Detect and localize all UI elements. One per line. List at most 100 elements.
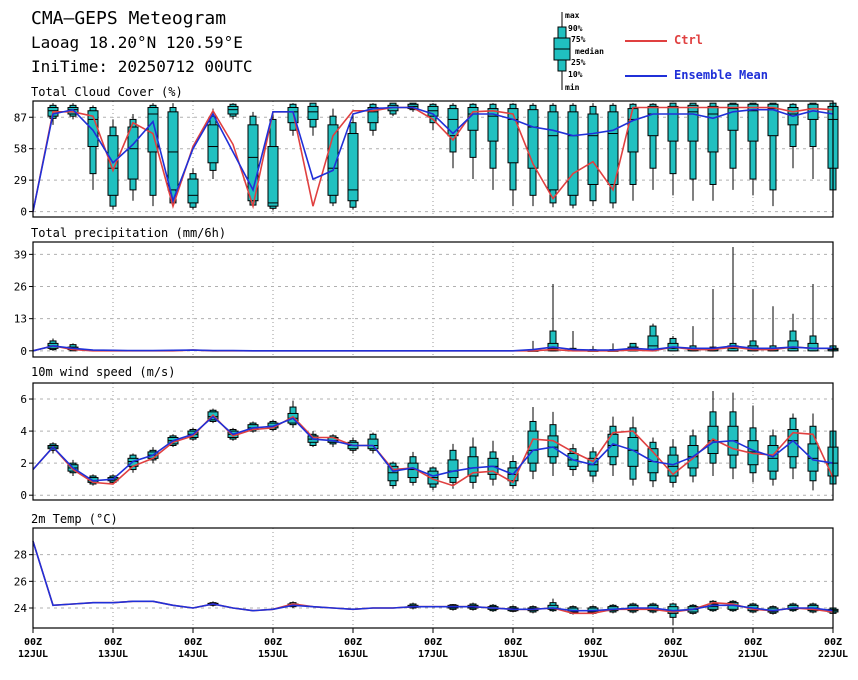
cloud-ytick-label: 87 [14,111,27,124]
legend-label-median: median [575,47,604,56]
legend-ctrl-label: Ctrl [674,33,703,47]
x-tick-label-date: 14JUL [178,649,208,660]
wind-mean-line [32,415,834,482]
wind-ytick-label: 0 [20,489,27,502]
cloud-box [407,102,419,112]
legend-label-min: min [565,83,580,92]
wind-box [607,416,619,476]
cloud-box [207,108,219,180]
wind-box [787,413,799,480]
legend-mean-line [625,75,667,77]
cloud-ytick-label: 58 [14,143,27,156]
cloud-box [587,103,599,207]
x-tick-label-date: 15JUL [258,649,288,660]
legend-label-p75: 75% [571,35,586,44]
x-tick-label-hour: 00Z [584,637,602,648]
wind-box [807,413,819,491]
precip-box [647,323,659,352]
cloud-box [507,103,519,207]
cloud-box [107,119,119,210]
cloud-box [487,103,499,190]
x-tick-label-hour: 00Z [744,637,762,648]
precip-mean-line [32,345,833,352]
x-tick-label-hour: 00Z [664,637,682,648]
precip-box [567,331,579,352]
cloud-box [607,103,619,209]
precip-box [767,306,779,352]
x-tick-label-hour: 00Z [264,637,282,648]
precip-ytick-label: 39 [14,248,27,261]
cloud-box [547,103,559,208]
cloud-ctrl-line [32,106,834,212]
precip-frame [32,241,834,358]
precip-box [687,326,699,352]
wind-box [487,440,499,486]
x-tick-label-date: 12JUL [18,649,48,660]
legend-mean-label: Ensemble Mean [674,68,768,82]
cloud-mean-line [32,106,834,212]
temp-ytick-label: 26 [14,575,27,588]
x-tick-label-date: 19JUL [578,649,608,660]
x-tick-label-hour: 00Z [344,637,362,648]
cloud-box [767,102,779,207]
cloud-box [727,102,739,190]
temp-ytick-label: 28 [14,549,27,562]
x-tick-label-date: 16JUL [338,649,368,660]
precip-box [547,284,559,352]
cloud-box [367,103,379,136]
x-tick-label-date: 21JUL [738,649,768,660]
cloud-box [807,102,819,180]
legend-box-glyph [553,12,571,90]
precip-ytick-label: 13 [14,313,27,326]
wind-box [507,455,519,489]
wind-box [527,407,539,480]
wind-frame [32,382,834,501]
cloud-ytick-label: 0 [20,206,27,219]
cloud-box [267,114,279,211]
cloud-box [647,103,659,190]
wind-box [747,405,759,483]
location-label: Laoag 18.20°N 120.59°E [31,33,243,52]
precip-ytick-label: 0 [20,345,27,358]
temp-box [547,598,559,612]
x-tick-label-hour: 00Z [184,637,202,648]
cloud-box [227,103,239,120]
wind-box [727,392,739,480]
precip-panel-title: Total precipitation (mm/6h) [31,226,227,240]
x-tick-label-hour: 00Z [504,637,522,648]
precip-box [727,246,739,352]
wind-box [547,411,559,476]
cloud-box [327,108,339,207]
wind-box [467,437,479,489]
x-tick-label-date: 22JUL [818,649,848,660]
x-tick-label-hour: 00Z [824,637,842,648]
legend-label-p10: 10% [568,70,583,79]
cloud-box [147,103,159,207]
legend-label-p25: 25% [571,58,586,67]
precip-ytick-label: 26 [14,281,27,294]
cloud-box [447,103,459,169]
cloud-box [347,114,359,210]
precip-box [747,288,759,352]
wind-ytick-label: 4 [20,425,27,438]
precip-box [807,284,819,352]
precip-box [707,288,719,352]
cloud-box [87,105,99,190]
cloud-box [687,102,699,201]
cloud-box [387,102,399,117]
cloud-box [707,102,719,201]
cloud-box [127,114,139,201]
chart-title: CMA—GEPS Meteogram [31,8,227,29]
precip-box [667,335,679,352]
wind-box [287,400,299,428]
x-tick-label-date: 13JUL [98,649,128,660]
legend-ctrl-line [625,40,667,42]
x-tick-label-date: 20JUL [658,649,688,660]
legend-label-max: max [565,11,580,20]
wind-box [707,391,719,476]
cloud-box [787,103,799,169]
precip-box [47,338,59,351]
cloud-box [667,102,679,196]
